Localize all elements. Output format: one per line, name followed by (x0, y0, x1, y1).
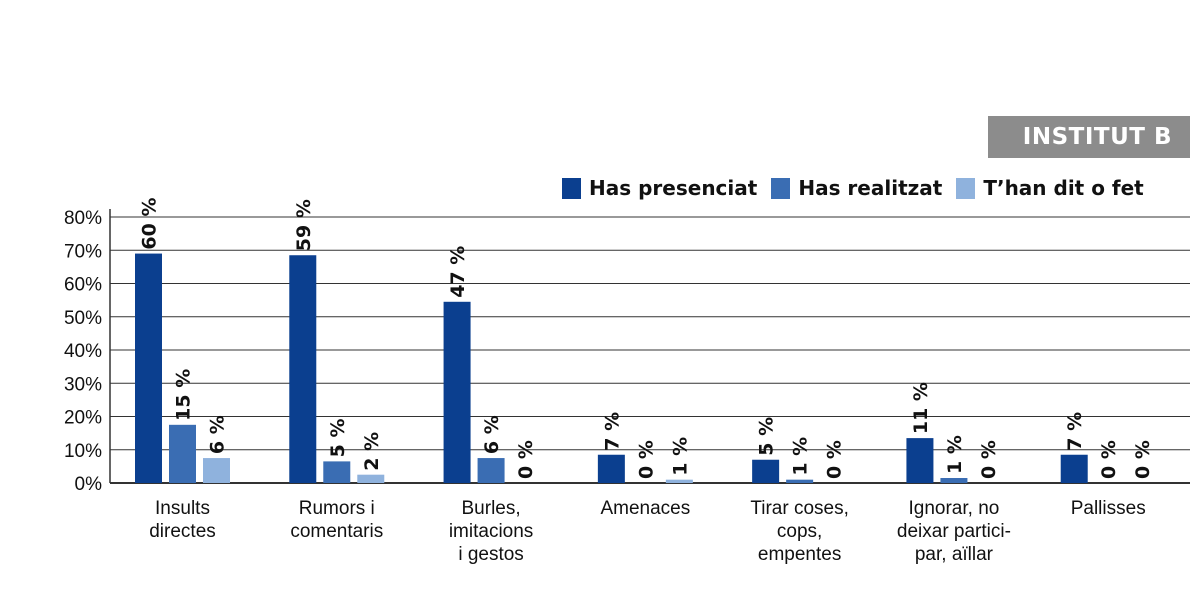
chart-legend: Has presenciat Has realitzat T’han dit o… (562, 176, 1158, 200)
data-label: 47 % (447, 246, 469, 298)
category-label: Insults directes (149, 498, 216, 542)
category-label-line: Burles, (462, 498, 521, 519)
category-label-line: empentes (758, 544, 841, 565)
legend-item-dit-o-fet: T’han dit o fet (956, 176, 1144, 200)
bar (1060, 454, 1088, 483)
category-label-line: Pallisses (1071, 498, 1146, 519)
bar (203, 458, 230, 483)
category-label-line: Ignorar, no (909, 498, 1000, 519)
data-label: 5 % (327, 419, 349, 458)
legend-label-presenciat: Has presenciat (589, 176, 758, 200)
y-tick-label: 20% (64, 408, 102, 429)
category-label-line: comentaris (290, 521, 383, 542)
bar (597, 454, 625, 483)
data-label: 60 % (139, 197, 161, 249)
data-label: 0 % (978, 440, 1000, 479)
data-label: 0 % (1132, 440, 1154, 479)
y-tick-label: 50% (64, 308, 102, 329)
bar (443, 301, 471, 483)
category-label-line: deixar partici- (897, 521, 1011, 542)
bar (477, 458, 505, 483)
bar (289, 255, 317, 483)
category-label-line: i gestos (458, 544, 523, 565)
legend-swatch-presenciat (562, 177, 581, 199)
data-label: 7 % (1064, 412, 1086, 451)
y-tick-label: 40% (64, 341, 102, 362)
bar (665, 479, 693, 483)
legend-swatch-realitzat (771, 177, 791, 199)
bar (906, 438, 934, 483)
data-label: 11 % (910, 382, 932, 434)
category-label: Rumors i comentaris (290, 498, 383, 542)
category-label-line: Rumors i (299, 498, 375, 519)
y-tick-label: 0% (75, 474, 103, 495)
bar (169, 424, 196, 483)
data-label: 1 % (944, 435, 966, 474)
category-label-line: directes (149, 521, 216, 542)
category-label-line: Insults (155, 498, 210, 519)
bar (135, 253, 162, 483)
bar (357, 474, 385, 483)
category-label-line: imitacions (449, 521, 533, 542)
data-label: 1 % (790, 437, 812, 476)
category-label-line: cops, (777, 521, 822, 542)
category-label: Ignorar, no deixar partici-par, aïllar (897, 498, 1011, 565)
institute-badge: INSTITUT B (988, 116, 1190, 158)
legend-label-realitzat: Has realitzat (798, 176, 943, 200)
category-label: Burles, imitacions i gestos (449, 498, 533, 565)
data-label: 2 % (361, 432, 383, 471)
data-label: 5 % (756, 417, 778, 456)
data-label: 1 % (669, 437, 691, 476)
data-label: 6 % (481, 415, 503, 454)
category-label: Tirar coses, cops, empentes (750, 498, 849, 565)
bar (752, 459, 780, 483)
data-label: 7 % (601, 412, 623, 451)
category-label-line: par, aïllar (915, 544, 994, 565)
category-label: Pallisses (1071, 498, 1146, 519)
category-label: Amenaces (600, 498, 690, 519)
legend-swatch-dit-o-fet (956, 177, 976, 199)
y-tick-label: 30% (64, 374, 102, 395)
legend-item-presenciat: Has presenciat (562, 176, 757, 200)
y-tick-label: 60% (64, 275, 102, 296)
bar (323, 461, 351, 483)
data-label: 59 % (293, 199, 315, 251)
data-label: 0 % (635, 440, 657, 479)
category-label-line: Tirar coses, (750, 498, 849, 519)
legend-label-dit-o-fet: T’han dit o fet (983, 176, 1144, 200)
data-label: 0 % (515, 440, 537, 479)
data-label: 15 % (173, 369, 195, 421)
category-label-line: Amenaces (600, 498, 690, 519)
y-tick-label: 70% (64, 241, 102, 262)
data-label: 0 % (824, 440, 846, 479)
data-label: 0 % (1098, 440, 1120, 479)
bar (786, 479, 814, 483)
bar (940, 478, 968, 483)
y-tick-label: 10% (64, 441, 102, 462)
y-tick-label: 80% (64, 208, 102, 229)
legend-item-realitzat: Has realitzat (771, 176, 942, 200)
data-label: 6 % (207, 415, 229, 454)
